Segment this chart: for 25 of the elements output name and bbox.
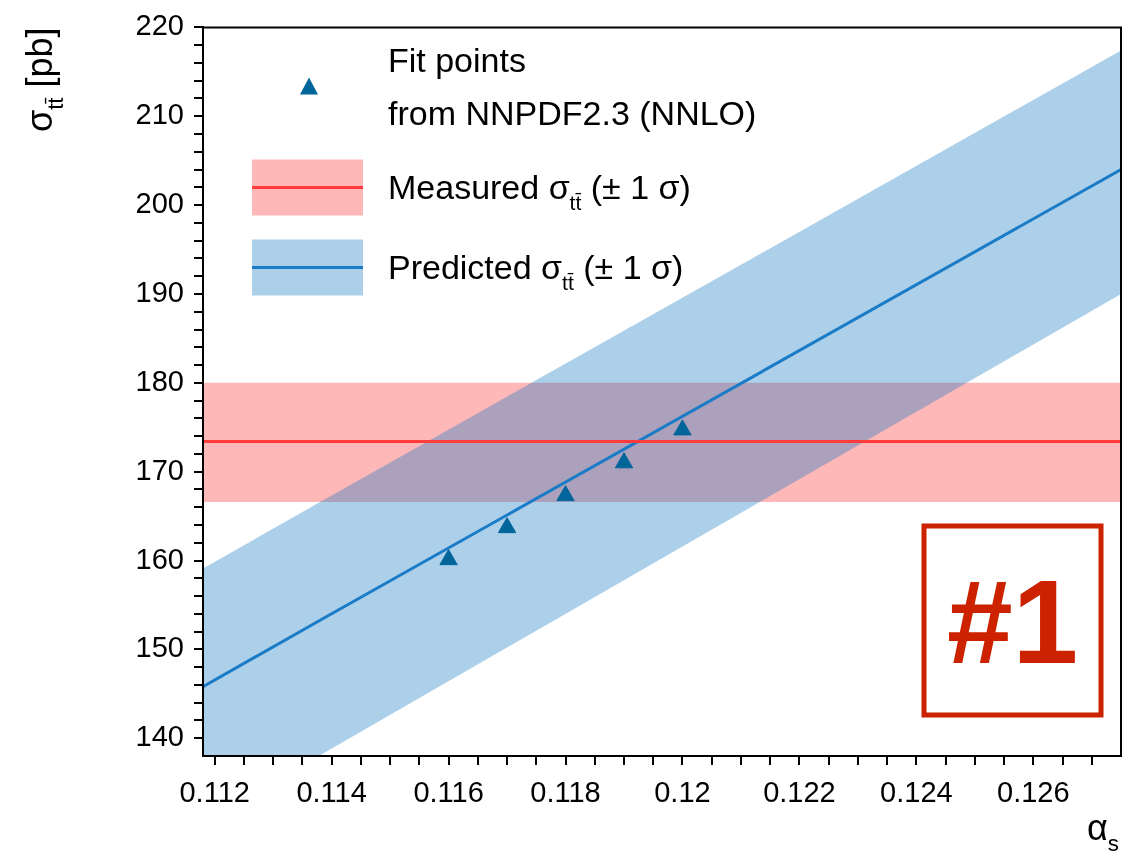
x-tick-label: 0.12 (654, 776, 711, 809)
y-tick-label: 160 (135, 542, 184, 575)
legend-label: Fit points from NNPDF2.3 (NNLO) (388, 41, 757, 133)
y-tick-label: 220 (135, 9, 184, 42)
x-tick-label: 0.116 (413, 776, 484, 809)
x-tick-label: 0.122 (763, 776, 836, 809)
x-tick-label: 0.126 (997, 776, 1070, 809)
point (556, 485, 575, 502)
x-tick-label: 0.114 (296, 776, 367, 809)
y-tick-label: 140 (135, 720, 184, 753)
y-tick-label: 180 (135, 364, 184, 397)
x-tick-label: 0.118 (530, 776, 601, 809)
y-tick-label: 190 (135, 275, 184, 308)
y-tick-label: 210 (135, 98, 184, 131)
y-tick-label: 150 (135, 631, 184, 664)
x-tick-label: 0.124 (880, 776, 953, 809)
y-tick-label: 200 (135, 187, 184, 220)
point (497, 517, 517, 534)
point (673, 419, 692, 436)
y-tick-label: 170 (135, 453, 184, 486)
point (439, 549, 458, 566)
y-axis-title: σtt̄ [pb] (19, 27, 68, 133)
annotation: #1 (946, 555, 1079, 688)
x-tick-label: 0.112 (179, 776, 250, 809)
point (614, 452, 634, 469)
